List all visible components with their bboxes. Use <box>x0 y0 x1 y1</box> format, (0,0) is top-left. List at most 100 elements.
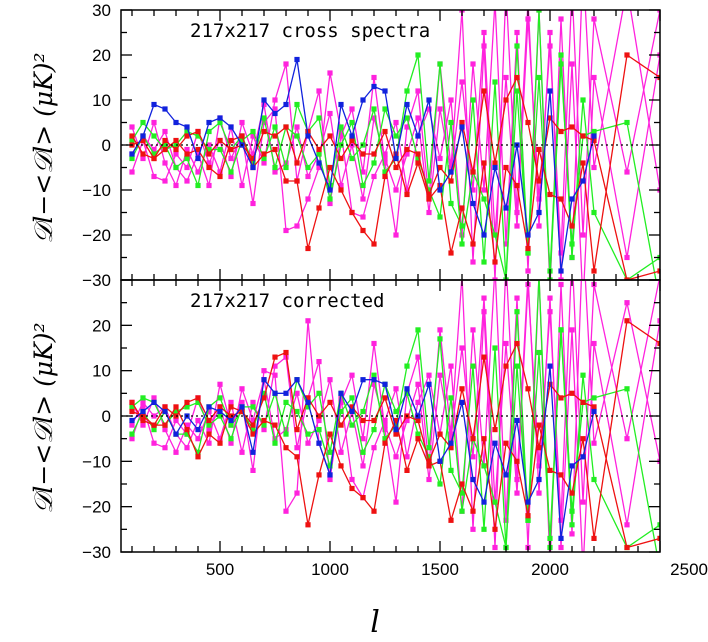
data-point <box>426 209 432 216</box>
data-point <box>448 200 454 207</box>
data-point <box>437 336 443 342</box>
data-point <box>591 137 597 144</box>
data-point <box>624 169 630 175</box>
data-point <box>426 191 432 198</box>
data-point <box>404 454 410 460</box>
data-point <box>173 151 179 157</box>
data-point <box>250 151 256 157</box>
data-point <box>536 422 542 428</box>
data-point <box>206 142 212 148</box>
data-point <box>294 223 300 229</box>
data-point <box>393 155 399 162</box>
data-point <box>261 151 267 157</box>
data-point <box>338 155 344 162</box>
data-point <box>591 395 597 401</box>
data-point <box>426 196 432 202</box>
data-point <box>316 427 322 433</box>
data-point <box>393 232 399 238</box>
data-point <box>382 417 388 424</box>
data-point <box>404 467 410 473</box>
data-point <box>228 422 234 428</box>
data-point <box>404 101 410 108</box>
data-point <box>591 164 597 171</box>
data-point <box>195 436 201 442</box>
data-point <box>129 399 135 405</box>
data-point <box>327 187 333 193</box>
y-tick-label: 0 <box>102 407 111 426</box>
data-point <box>195 169 201 175</box>
data-point <box>206 128 212 135</box>
data-point <box>206 151 212 157</box>
data-point <box>206 160 212 166</box>
data-point <box>459 232 465 238</box>
data-point <box>503 74 509 81</box>
data-point <box>173 417 179 424</box>
data-point <box>470 327 476 333</box>
data-point <box>470 508 476 514</box>
data-point <box>272 164 278 171</box>
data-point <box>437 214 443 220</box>
data-point <box>547 363 553 369</box>
panel-corrected-title: 217x217 corrected <box>190 290 384 312</box>
data-point <box>470 363 476 369</box>
data-point <box>470 476 476 483</box>
data-point <box>580 499 586 505</box>
data-point <box>349 476 355 483</box>
data-point <box>371 508 377 514</box>
data-point <box>437 187 443 193</box>
data-point <box>514 182 520 189</box>
data-point <box>514 309 520 315</box>
data-point <box>558 395 564 401</box>
data-point <box>426 458 432 464</box>
x-tick-label: 1500 <box>421 560 459 579</box>
data-point <box>272 440 278 446</box>
panel-corrected-ticks: −30 −20 −10 0 10 20 <box>82 279 661 562</box>
data-point <box>217 169 223 175</box>
data-point <box>415 431 421 437</box>
data-point <box>591 133 597 139</box>
data-point <box>492 160 498 166</box>
data-point <box>195 417 201 424</box>
data-point <box>250 160 256 166</box>
data-point <box>206 182 212 189</box>
data-point <box>426 445 432 451</box>
data-point <box>514 417 520 424</box>
data-point <box>580 372 586 378</box>
data-point <box>360 151 366 157</box>
data-point <box>162 445 168 451</box>
data-point <box>525 268 531 274</box>
data-point <box>173 408 179 415</box>
data-point <box>371 115 377 121</box>
data-point <box>294 445 300 451</box>
data-point <box>657 268 660 274</box>
data-point <box>173 119 179 126</box>
data-point <box>228 155 234 162</box>
data-point <box>426 187 432 193</box>
data-point <box>217 404 223 410</box>
data-point <box>129 417 135 424</box>
data-point <box>437 481 443 487</box>
data-point <box>415 88 421 94</box>
data-point <box>525 16 531 22</box>
data-point <box>481 309 487 315</box>
data-point <box>173 182 179 189</box>
data-point <box>525 245 531 252</box>
data-point <box>184 128 190 135</box>
data-point <box>547 191 553 198</box>
data-point <box>470 97 476 103</box>
y-tick-label: −10 <box>82 452 111 471</box>
data-point <box>151 413 157 419</box>
data-point <box>591 16 597 22</box>
data-point <box>239 119 245 126</box>
data-point <box>195 128 201 135</box>
data-point <box>525 386 531 392</box>
data-point <box>481 499 487 505</box>
data-point <box>283 124 289 130</box>
data-point <box>558 544 564 551</box>
data-point <box>382 381 388 387</box>
data-point <box>349 119 355 126</box>
data-point <box>624 119 630 126</box>
data-point <box>140 151 146 157</box>
data-point <box>481 29 487 36</box>
data-point <box>294 56 300 63</box>
